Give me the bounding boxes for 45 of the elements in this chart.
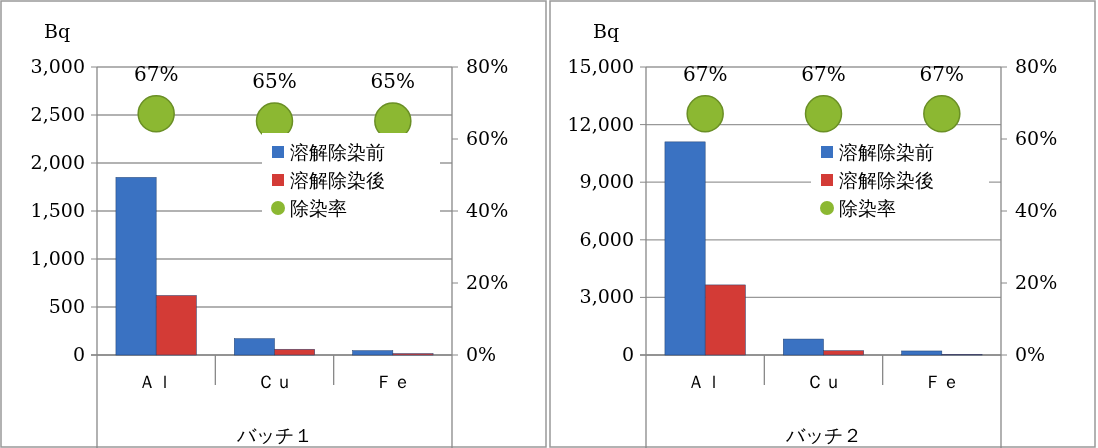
- y2-tick-label: 60%: [1015, 127, 1058, 149]
- y-axis-title: Bq: [592, 20, 620, 42]
- data-label: 67%: [801, 61, 846, 86]
- legend-label: 除染率: [290, 197, 347, 219]
- x-tick-label: Ｃｕ: [805, 371, 842, 392]
- y-tick-label: 3,000: [579, 285, 634, 308]
- legend-label: 溶解除染後: [290, 169, 385, 191]
- legend-label: 溶解除染後: [839, 169, 934, 191]
- legend-label: 除染率: [839, 197, 896, 219]
- data-label: 65%: [252, 69, 297, 93]
- data-label: 65%: [370, 69, 416, 93]
- y-axis-title: Bq: [43, 20, 71, 42]
- data-label: 67%: [919, 61, 965, 86]
- x-tick-label: Ａｌ: [687, 371, 724, 392]
- y-tick-label: 1,500: [30, 199, 85, 221]
- x-axis-title: バッチ２: [784, 424, 862, 446]
- y-tick-label: 6,000: [579, 227, 634, 250]
- y-tick-label: 2,500: [30, 103, 85, 125]
- y-tick-label: 1,000: [30, 247, 85, 269]
- y-tick-label: 500: [48, 295, 85, 317]
- y2-tick-label: 60%: [466, 127, 509, 149]
- x-tick-label: Ａｌ: [138, 371, 175, 392]
- data-label: 67%: [682, 61, 728, 86]
- y-tick-label: 2,000: [30, 151, 85, 173]
- y2-tick-label: 40%: [1015, 199, 1058, 221]
- y-tick-label: 0: [621, 343, 634, 365]
- x-axis-title: バッチ１: [235, 424, 313, 446]
- y-tick-label: 12,000: [567, 112, 634, 135]
- legend-label: 溶解除染前: [290, 141, 385, 163]
- y2-tick-label: 40%: [466, 199, 509, 221]
- y2-tick-label: 0%: [466, 343, 497, 365]
- y2-tick-label: 0%: [1015, 343, 1046, 365]
- x-tick-label: Ｆｅ: [923, 371, 960, 392]
- y-tick-label: 3,000: [30, 55, 85, 77]
- legend-label: 溶解除染前: [839, 141, 934, 163]
- y2-tick-label: 80%: [1015, 55, 1058, 77]
- x-tick-label: Ｆｅ: [374, 371, 411, 392]
- y-tick-label: 15,000: [567, 55, 634, 77]
- y-tick-label: 9,000: [579, 170, 634, 193]
- y-tick-label: 0: [72, 343, 85, 365]
- y2-tick-label: 80%: [466, 55, 509, 77]
- data-label: 67%: [133, 61, 179, 86]
- y2-tick-label: 20%: [1015, 271, 1058, 293]
- y2-tick-label: 20%: [466, 271, 509, 293]
- x-tick-label: Ｃｕ: [256, 371, 293, 392]
